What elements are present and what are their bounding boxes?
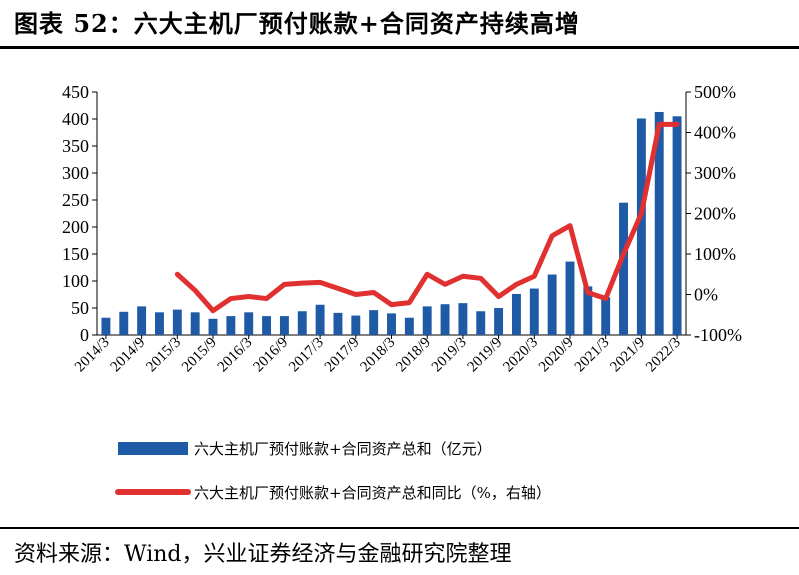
left-tick-label: 100 <box>62 271 89 291</box>
bar-2020-6 <box>547 274 557 335</box>
bar-2019-3 <box>458 303 468 335</box>
left-tick-label: 350 <box>62 136 89 156</box>
bar-2017-12 <box>369 310 379 335</box>
bar-2019-9 <box>494 308 504 335</box>
x-tick-label: 2016/9 <box>250 335 291 376</box>
yoy-growth-line <box>174 121 680 314</box>
bar-2020-9 <box>565 261 575 335</box>
x-tick-label: 2016/3 <box>215 335 256 376</box>
x-tick-label: 2014/9 <box>108 335 149 376</box>
x-tick-label: 2014/3 <box>72 335 113 376</box>
x-tick-label: 2018/3 <box>358 335 399 376</box>
bar-2016-12 <box>297 311 307 335</box>
figure-title: 图表 52：六大主机厂预付账款+合同资产持续高增 <box>14 9 580 38</box>
right-tick-label: 100% <box>694 244 736 264</box>
right-tick-label: 300% <box>694 163 736 183</box>
bar-2019-12 <box>511 293 521 335</box>
x-tick-label: 2018/9 <box>393 335 434 376</box>
bar-2018-3 <box>387 313 396 335</box>
title-divider <box>0 46 799 49</box>
x-tick-label: 2020/9 <box>536 335 577 376</box>
left-tick-label: 300 <box>62 163 89 183</box>
chart-axes <box>96 92 687 336</box>
bar-2017-6 <box>333 312 343 335</box>
x-tick-label: 2022/3 <box>643 335 684 376</box>
bar-2015-3 <box>172 309 182 335</box>
bar-2018-9 <box>422 306 432 335</box>
x-tick-label: 2020/3 <box>500 335 541 376</box>
legend-bar-swatch <box>118 442 188 455</box>
x-tick-label: 2017/3 <box>286 335 327 376</box>
bar-2014-3 <box>101 317 111 335</box>
source-note: 资料来源：Wind，兴业证券经济与金融研究院整理 <box>14 542 512 567</box>
bar-series <box>101 111 682 336</box>
legend-bar-label: 六大主机厂预付账款+合同资产总和（亿元） <box>194 440 492 458</box>
x-tick-label: 2015/3 <box>143 335 184 376</box>
x-tick-label: 2017/9 <box>322 335 363 376</box>
x-tick-label: 2021/3 <box>572 335 613 376</box>
x-axis-ticks: 2014/32014/92015/32015/92016/32016/92017… <box>72 335 684 376</box>
bar-2014-12 <box>155 312 164 335</box>
left-tick-label: 50 <box>71 298 89 318</box>
source-divider <box>0 527 799 529</box>
right-tick-label: 400% <box>694 123 736 143</box>
x-tick-label: 2015/9 <box>179 335 220 376</box>
x-tick-label: 2019/9 <box>465 335 506 376</box>
bar-2015-6 <box>190 312 200 335</box>
line-series <box>174 121 680 314</box>
left-tick-label: 0 <box>80 325 89 345</box>
left-tick-label: 450 <box>62 82 89 102</box>
bar-2017-3 <box>315 304 325 335</box>
bar-2021-3 <box>601 297 611 335</box>
bar-2016-9 <box>279 316 289 335</box>
right-tick-label: -100% <box>694 325 742 345</box>
combo-chart: 0 50 100 150 200 250 300 350 400 450 -100% 0% 100% 2… <box>62 82 742 502</box>
x-tick-label: 2021/9 <box>607 335 648 376</box>
bar-2014-6 <box>119 311 129 335</box>
bar-2018-12 <box>440 304 450 335</box>
bar-2021-6 <box>619 202 628 335</box>
bar-2018-6 <box>404 317 414 335</box>
bar-2020-3 <box>529 288 539 335</box>
bar-2017-9 <box>351 315 361 335</box>
right-tick-label: 200% <box>694 204 736 224</box>
bar-2019-6 <box>476 311 486 335</box>
bar-2015-12 <box>226 316 236 335</box>
right-axis-ticks: -100% 0% 100% 200% 300% 400% 500% <box>686 82 742 345</box>
bar-2021-12 <box>654 111 664 335</box>
legend: 六大主机厂预付账款+合同资产总和（亿元） 六大主机厂预付账款+合同资产总和同比（… <box>115 440 551 502</box>
x-tick-label: 2019/3 <box>429 335 470 376</box>
legend-line-label: 六大主机厂预付账款+合同资产总和同比（%，右轴） <box>194 484 551 502</box>
right-tick-label: 0% <box>694 285 718 305</box>
bar-2016-3 <box>244 312 254 335</box>
right-tick-label: 500% <box>694 82 736 102</box>
bar-2014-9 <box>137 306 147 335</box>
bar-2022-3 <box>672 116 682 335</box>
left-tick-label: 200 <box>62 217 89 237</box>
bar-2021-9 <box>636 118 646 336</box>
left-tick-label: 150 <box>62 244 89 264</box>
left-tick-label: 250 <box>62 190 89 210</box>
left-axis-ticks: 0 50 100 150 200 250 300 350 400 450 <box>62 82 97 345</box>
bar-2020-12 <box>583 286 593 335</box>
bar-2015-9 <box>208 318 218 335</box>
left-tick-label: 400 <box>62 109 89 129</box>
bar-2016-6 <box>262 316 272 335</box>
